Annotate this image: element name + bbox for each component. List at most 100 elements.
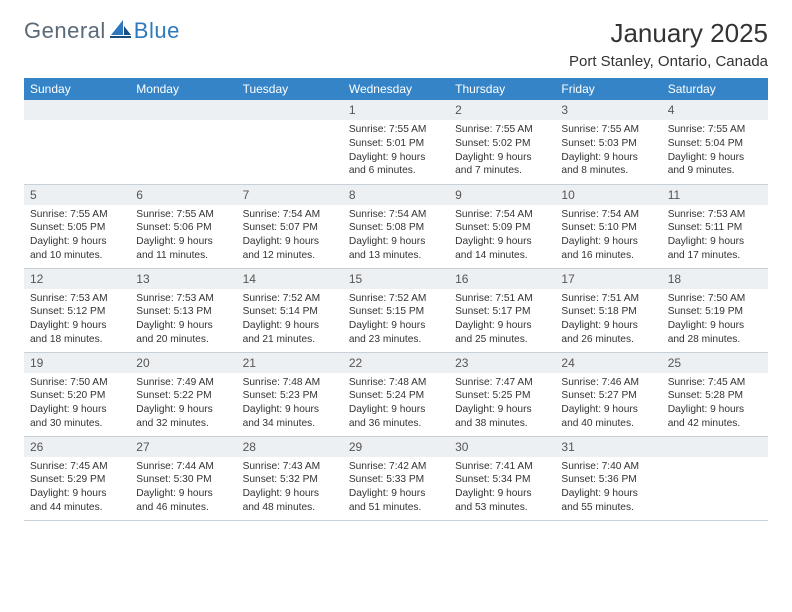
sunrise-line: Sunrise: 7:40 AM [561,460,655,474]
page-subtitle: Port Stanley, Ontario, Canada [569,53,768,70]
weekday-header: Sunday [24,78,130,100]
day-number: 31 [555,437,661,457]
header: General Blue January 2025 Port Stanley, … [24,18,768,70]
day-details: Sunrise: 7:55 AMSunset: 5:05 PMDaylight:… [24,205,130,263]
calendar-cell: 14Sunrise: 7:52 AMSunset: 5:14 PMDayligh… [237,268,343,352]
day-details: Sunrise: 7:42 AMSunset: 5:33 PMDaylight:… [343,457,449,515]
day-details: Sunrise: 7:54 AMSunset: 5:09 PMDaylight:… [449,205,555,263]
calendar-cell [237,100,343,184]
daylight-line: Daylight: 9 hours and 44 minutes. [30,487,124,515]
sunrise-line: Sunrise: 7:52 AM [349,292,443,306]
day-number: 9 [449,185,555,205]
day-details: Sunrise: 7:53 AMSunset: 5:11 PMDaylight:… [662,205,768,263]
sunrise-line: Sunrise: 7:48 AM [349,376,443,390]
daylight-line: Daylight: 9 hours and 9 minutes. [668,151,762,179]
sunrise-line: Sunrise: 7:43 AM [243,460,337,474]
weekday-header-row: Sunday Monday Tuesday Wednesday Thursday… [24,78,768,100]
daylight-line: Daylight: 9 hours and 28 minutes. [668,319,762,347]
day-number: 22 [343,353,449,373]
sunset-line: Sunset: 5:28 PM [668,389,762,403]
day-number: 16 [449,269,555,289]
sunset-line: Sunset: 5:09 PM [455,221,549,235]
day-details: Sunrise: 7:52 AMSunset: 5:15 PMDaylight:… [343,289,449,347]
day-number: 28 [237,437,343,457]
sunset-line: Sunset: 5:13 PM [136,305,230,319]
calendar-cell: 6Sunrise: 7:55 AMSunset: 5:06 PMDaylight… [130,184,236,268]
sunset-line: Sunset: 5:19 PM [668,305,762,319]
calendar-table: Sunday Monday Tuesday Wednesday Thursday… [24,78,768,521]
calendar-cell: 11Sunrise: 7:53 AMSunset: 5:11 PMDayligh… [662,184,768,268]
day-details: Sunrise: 7:54 AMSunset: 5:10 PMDaylight:… [555,205,661,263]
day-number [662,437,768,457]
page-title: January 2025 [569,18,768,49]
sunset-line: Sunset: 5:18 PM [561,305,655,319]
sunrise-line: Sunrise: 7:44 AM [136,460,230,474]
daylight-line: Daylight: 9 hours and 13 minutes. [349,235,443,263]
weekday-header: Tuesday [237,78,343,100]
sunset-line: Sunset: 5:02 PM [455,137,549,151]
brand-text-1: General [24,18,106,44]
day-number: 29 [343,437,449,457]
calendar-cell: 13Sunrise: 7:53 AMSunset: 5:13 PMDayligh… [130,268,236,352]
day-details: Sunrise: 7:45 AMSunset: 5:29 PMDaylight:… [24,457,130,515]
sunset-line: Sunset: 5:32 PM [243,473,337,487]
calendar-cell: 19Sunrise: 7:50 AMSunset: 5:20 PMDayligh… [24,352,130,436]
day-details: Sunrise: 7:54 AMSunset: 5:07 PMDaylight:… [237,205,343,263]
sunrise-line: Sunrise: 7:45 AM [668,376,762,390]
sunrise-line: Sunrise: 7:55 AM [30,208,124,222]
sunset-line: Sunset: 5:07 PM [243,221,337,235]
sunset-line: Sunset: 5:05 PM [30,221,124,235]
day-number: 5 [24,185,130,205]
calendar-cell: 24Sunrise: 7:46 AMSunset: 5:27 PMDayligh… [555,352,661,436]
sunset-line: Sunset: 5:34 PM [455,473,549,487]
page: General Blue January 2025 Port Stanley, … [0,0,792,531]
day-number: 10 [555,185,661,205]
daylight-line: Daylight: 9 hours and 34 minutes. [243,403,337,431]
day-number: 7 [237,185,343,205]
day-number: 24 [555,353,661,373]
calendar-row: 1Sunrise: 7:55 AMSunset: 5:01 PMDaylight… [24,100,768,184]
calendar-cell: 15Sunrise: 7:52 AMSunset: 5:15 PMDayligh… [343,268,449,352]
sunset-line: Sunset: 5:33 PM [349,473,443,487]
daylight-line: Daylight: 9 hours and 26 minutes. [561,319,655,347]
calendar-cell: 30Sunrise: 7:41 AMSunset: 5:34 PMDayligh… [449,436,555,520]
daylight-line: Daylight: 9 hours and 40 minutes. [561,403,655,431]
day-details: Sunrise: 7:55 AMSunset: 5:03 PMDaylight:… [555,120,661,178]
day-details: Sunrise: 7:51 AMSunset: 5:17 PMDaylight:… [449,289,555,347]
sunset-line: Sunset: 5:15 PM [349,305,443,319]
day-number: 20 [130,353,236,373]
day-details: Sunrise: 7:50 AMSunset: 5:20 PMDaylight:… [24,373,130,431]
daylight-line: Daylight: 9 hours and 53 minutes. [455,487,549,515]
calendar-cell: 4Sunrise: 7:55 AMSunset: 5:04 PMDaylight… [662,100,768,184]
day-number: 30 [449,437,555,457]
day-details: Sunrise: 7:43 AMSunset: 5:32 PMDaylight:… [237,457,343,515]
daylight-line: Daylight: 9 hours and 20 minutes. [136,319,230,347]
day-details: Sunrise: 7:49 AMSunset: 5:22 PMDaylight:… [130,373,236,431]
day-details: Sunrise: 7:55 AMSunset: 5:04 PMDaylight:… [662,120,768,178]
sunset-line: Sunset: 5:24 PM [349,389,443,403]
daylight-line: Daylight: 9 hours and 51 minutes. [349,487,443,515]
day-details: Sunrise: 7:46 AMSunset: 5:27 PMDaylight:… [555,373,661,431]
sunrise-line: Sunrise: 7:55 AM [455,123,549,137]
calendar-cell: 23Sunrise: 7:47 AMSunset: 5:25 PMDayligh… [449,352,555,436]
sunrise-line: Sunrise: 7:42 AM [349,460,443,474]
calendar-cell: 26Sunrise: 7:45 AMSunset: 5:29 PMDayligh… [24,436,130,520]
sunrise-line: Sunrise: 7:54 AM [561,208,655,222]
daylight-line: Daylight: 9 hours and 6 minutes. [349,151,443,179]
daylight-line: Daylight: 9 hours and 21 minutes. [243,319,337,347]
day-number: 1 [343,100,449,120]
day-details: Sunrise: 7:48 AMSunset: 5:23 PMDaylight:… [237,373,343,431]
day-number: 17 [555,269,661,289]
day-number: 15 [343,269,449,289]
day-number: 6 [130,185,236,205]
sunset-line: Sunset: 5:29 PM [30,473,124,487]
sunrise-line: Sunrise: 7:55 AM [136,208,230,222]
daylight-line: Daylight: 9 hours and 7 minutes. [455,151,549,179]
daylight-line: Daylight: 9 hours and 8 minutes. [561,151,655,179]
day-number: 3 [555,100,661,120]
day-number: 8 [343,185,449,205]
calendar-cell: 16Sunrise: 7:51 AMSunset: 5:17 PMDayligh… [449,268,555,352]
day-details: Sunrise: 7:40 AMSunset: 5:36 PMDaylight:… [555,457,661,515]
daylight-line: Daylight: 9 hours and 30 minutes. [30,403,124,431]
daylight-line: Daylight: 9 hours and 25 minutes. [455,319,549,347]
